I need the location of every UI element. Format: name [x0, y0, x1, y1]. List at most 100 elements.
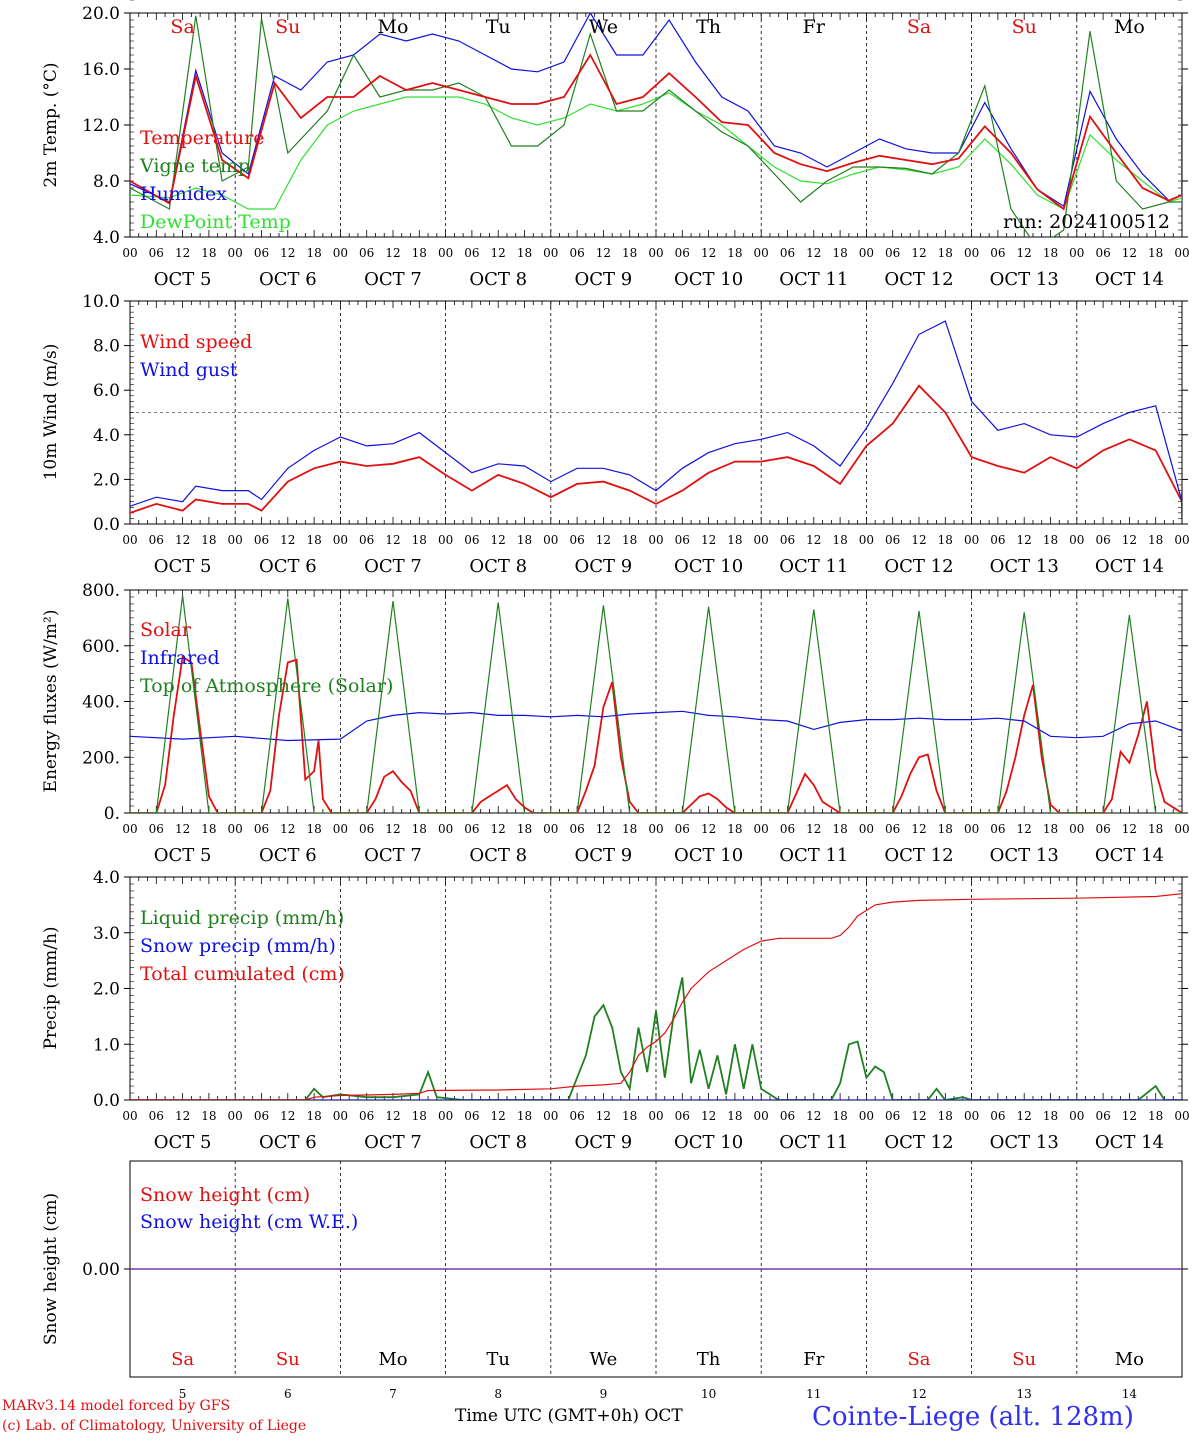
hour-tick-label: 18 — [201, 822, 216, 836]
weekday-label: Th — [696, 16, 721, 38]
hour-tick-label: 06 — [569, 1109, 584, 1123]
hour-tick-label: 06 — [1095, 822, 1110, 836]
hour-tick-label: 18 — [412, 246, 427, 260]
lab-credit: (c) Lab. of Climatology, University of L… — [2, 1418, 307, 1434]
y-tick-label: 8.0 — [93, 337, 120, 357]
hour-tick-label: 18 — [938, 822, 953, 836]
day-number-label: 13 — [1017, 1387, 1032, 1401]
hour-tick-label: 00 — [1174, 246, 1189, 260]
date-label: OCT 12 — [884, 556, 953, 577]
y-tick-label: 12.0 — [82, 116, 120, 136]
hour-tick-label: 12 — [1122, 533, 1137, 547]
hour-tick-label: 18 — [622, 533, 637, 547]
legend-entry: Vigne temp — [139, 155, 250, 177]
hour-tick-label: 18 — [832, 1109, 847, 1123]
y-tick-label: 0.00 — [82, 1260, 120, 1280]
hour-tick-label: 18 — [412, 822, 427, 836]
hour-tick-label: 06 — [464, 1109, 479, 1123]
hour-tick-label: 12 — [806, 246, 821, 260]
y-tick-label: 16.0 — [82, 60, 120, 80]
hour-tick-label: 06 — [780, 1109, 795, 1123]
hour-tick-label: 00 — [754, 533, 769, 547]
y-tick-label: 0.0 — [93, 1091, 120, 1111]
legend-entry: Wind gust — [140, 359, 238, 381]
hour-tick-label: 06 — [569, 246, 584, 260]
hour-tick-label: 06 — [675, 822, 690, 836]
series-dewpoint-temp-line — [130, 92, 1182, 210]
date-label: OCT 5 — [154, 1132, 212, 1153]
date-label: OCT 9 — [575, 269, 633, 290]
y-tick-label: 800. — [82, 581, 120, 601]
date-label: OCT 13 — [990, 269, 1059, 290]
y-tick-label: 0.0 — [93, 515, 120, 535]
weekday-label: Mo — [378, 16, 409, 38]
hour-tick-label: 06 — [464, 246, 479, 260]
hour-tick-label: 00 — [754, 822, 769, 836]
hour-tick-label: 12 — [385, 1109, 400, 1123]
date-label: OCT 5 — [154, 269, 212, 290]
date-label: OCT 11 — [779, 269, 848, 290]
hour-tick-label: 06 — [1095, 1109, 1110, 1123]
y-tick-label: 20.0 — [82, 4, 120, 24]
hour-tick-label: 06 — [885, 246, 900, 260]
hour-tick-label: 06 — [780, 822, 795, 836]
hour-tick-label: 18 — [727, 533, 742, 547]
date-label: OCT 14 — [1095, 269, 1164, 290]
hour-tick-label: 00 — [1069, 822, 1084, 836]
hour-tick-label: 18 — [412, 1109, 427, 1123]
date-label: OCT 12 — [884, 1132, 953, 1153]
hour-tick-label: 18 — [832, 246, 847, 260]
hour-tick-label: 12 — [1122, 822, 1137, 836]
hour-tick-label: 06 — [675, 246, 690, 260]
day-number-label: 12 — [911, 1387, 926, 1401]
hour-tick-label: 12 — [701, 246, 716, 260]
weekday-label: Tu — [486, 1349, 510, 1370]
date-label: OCT 13 — [990, 556, 1059, 577]
hour-tick-label: 06 — [359, 822, 374, 836]
hour-tick-label: 18 — [622, 1109, 637, 1123]
hour-tick-label: 18 — [306, 533, 321, 547]
series-humidex-line — [130, 13, 1182, 208]
series-liquid-precip-mm-h--line — [130, 977, 1182, 1100]
weekday-label: Su — [1012, 16, 1037, 38]
hour-tick-label: 00 — [122, 822, 137, 836]
date-label: OCT 5 — [154, 556, 212, 577]
date-label: OCT 10 — [674, 269, 743, 290]
hour-tick-label: 12 — [911, 246, 926, 260]
hour-tick-label: 06 — [990, 822, 1005, 836]
series-vigne-temp-line — [130, 15, 1182, 237]
legend-entry: Infrared — [140, 647, 220, 669]
hour-tick-label: 00 — [859, 1109, 874, 1123]
series-infrared-line — [130, 710, 1182, 742]
weekday-label: We — [590, 1349, 618, 1370]
legend-entry: Temperature — [140, 127, 264, 149]
hour-tick-label: 18 — [517, 533, 532, 547]
hour-tick-label: 00 — [1069, 533, 1084, 547]
hour-tick-label: 18 — [727, 1109, 742, 1123]
hour-tick-label: 06 — [149, 533, 164, 547]
hour-tick-label: 12 — [596, 246, 611, 260]
date-label: OCT 7 — [364, 845, 422, 866]
weekday-label: Sa — [171, 1349, 194, 1370]
day-number-label: 10 — [701, 1387, 716, 1401]
hour-tick-label: 12 — [1017, 822, 1032, 836]
y-tick-label: 8.0 — [93, 172, 120, 192]
hour-tick-label: 18 — [1043, 533, 1058, 547]
hour-tick-label: 00 — [122, 246, 137, 260]
hour-tick-label: 12 — [911, 1109, 926, 1123]
hour-tick-label: 06 — [569, 533, 584, 547]
hour-tick-label: 18 — [938, 1109, 953, 1123]
legend-entry: Top of Atmosphere (Solar) — [140, 675, 393, 697]
hour-tick-label: 00 — [438, 246, 453, 260]
date-label: OCT 13 — [990, 845, 1059, 866]
legend-entry: Total cumulated (cm) — [140, 963, 345, 985]
hour-tick-label: 06 — [149, 1109, 164, 1123]
hour-tick-label: 12 — [701, 1109, 716, 1123]
weekday-label: Fr — [803, 1349, 824, 1370]
hour-tick-label: 18 — [517, 246, 532, 260]
hour-tick-label: 00 — [964, 533, 979, 547]
legend-entry: Wind speed — [140, 331, 252, 353]
hour-tick-label: 00 — [754, 1109, 769, 1123]
hour-tick-label: 12 — [911, 533, 926, 547]
